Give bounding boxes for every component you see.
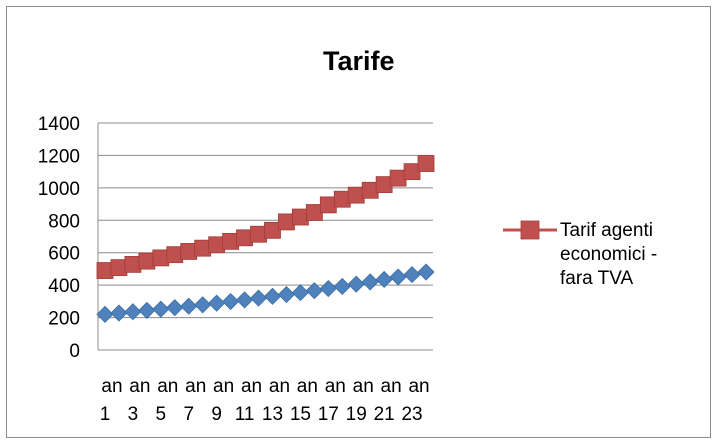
data-point bbox=[110, 304, 128, 322]
y-tick-label: 200 bbox=[48, 309, 80, 330]
data-point bbox=[124, 303, 142, 321]
data-point bbox=[319, 279, 337, 298]
data-point bbox=[277, 285, 296, 304]
data-point bbox=[417, 263, 435, 281]
data-point bbox=[249, 289, 268, 307]
data-point bbox=[152, 300, 170, 318]
data-point bbox=[263, 287, 282, 305]
data-point bbox=[417, 155, 435, 172]
y-tick-label: 800 bbox=[48, 211, 80, 232]
x-tick-label: an bbox=[353, 376, 374, 397]
data-point bbox=[208, 294, 226, 312]
data-point bbox=[96, 305, 114, 323]
x-tick-label: an bbox=[157, 376, 178, 397]
data-point bbox=[194, 296, 212, 314]
data-point bbox=[235, 291, 254, 309]
x-tick-label: 3 bbox=[128, 404, 139, 425]
x-tick-label: an bbox=[185, 376, 206, 397]
x-tick-label: an bbox=[408, 376, 429, 397]
legend-label: Tarif agenti economici - fara TVA bbox=[560, 220, 658, 289]
data-point bbox=[305, 282, 323, 300]
x-tick-label: 21 bbox=[374, 404, 395, 425]
data-point bbox=[403, 266, 421, 284]
x-tick-label: 11 bbox=[235, 404, 255, 425]
data-point bbox=[222, 292, 240, 311]
data-point bbox=[389, 268, 407, 286]
x-tick-label: 19 bbox=[346, 404, 367, 425]
x-tick-label: an bbox=[325, 376, 346, 397]
x-tick-label: an bbox=[101, 376, 122, 397]
y-tick-label: 1400 bbox=[38, 114, 80, 135]
data-point bbox=[166, 299, 184, 317]
x-tick-label: 13 bbox=[262, 404, 283, 425]
x-tick-label: 23 bbox=[401, 404, 422, 425]
legend-marker bbox=[520, 220, 540, 240]
data-point bbox=[264, 221, 281, 239]
y-tick-label: 1200 bbox=[38, 146, 80, 167]
y-tick-label: 0 bbox=[69, 341, 80, 362]
x-tick-label: 17 bbox=[318, 404, 339, 425]
data-point bbox=[347, 275, 365, 293]
y-tick-label: 1000 bbox=[38, 179, 80, 200]
chart-title: Tarife bbox=[323, 46, 395, 76]
x-tick-label: an bbox=[269, 376, 290, 397]
x-tick-label: an bbox=[381, 376, 402, 397]
data-point bbox=[138, 301, 156, 320]
x-tick-label: an bbox=[241, 376, 262, 397]
data-point bbox=[333, 277, 351, 296]
x-tick-label: 5 bbox=[156, 404, 167, 425]
y-tick-label: 400 bbox=[48, 276, 80, 297]
y-tick-label: 600 bbox=[48, 244, 80, 265]
chart-frame bbox=[6, 6, 711, 438]
x-tick-label: an bbox=[129, 376, 150, 397]
data-point bbox=[375, 270, 393, 289]
data-point bbox=[180, 297, 198, 315]
x-tick-label: 15 bbox=[290, 404, 311, 425]
x-tick-label: 9 bbox=[211, 404, 222, 425]
data-point bbox=[291, 284, 309, 302]
x-tick-label: 7 bbox=[183, 404, 194, 425]
x-tick-label: an bbox=[213, 376, 234, 397]
x-tick-label: an bbox=[297, 376, 318, 397]
x-tick-label: 1 bbox=[100, 404, 111, 425]
data-point bbox=[361, 273, 379, 291]
